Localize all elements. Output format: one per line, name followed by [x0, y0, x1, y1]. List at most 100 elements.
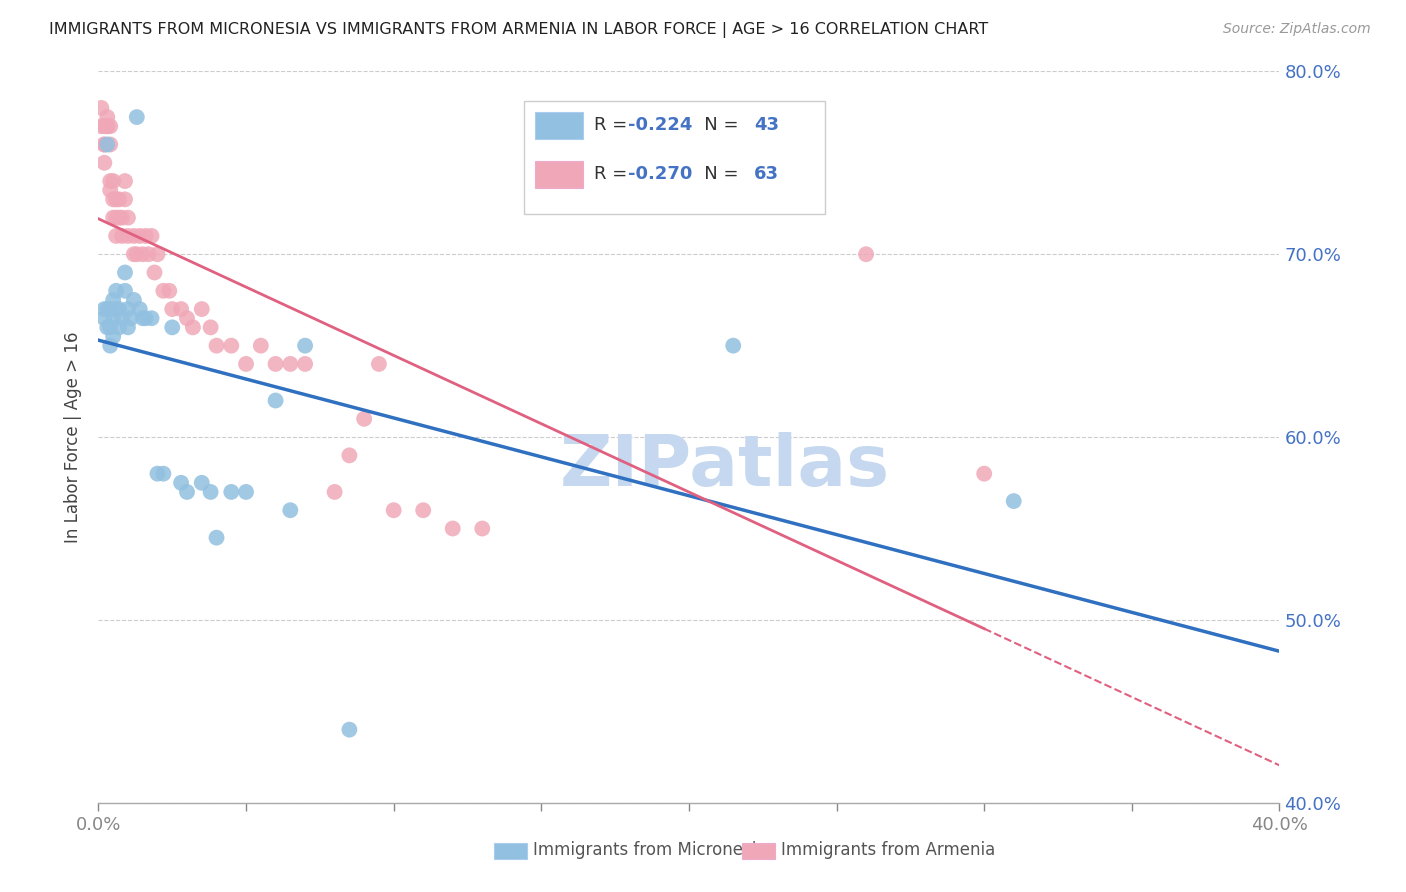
Point: [96, 301, 118, 316]
Point: [98, 174, 121, 188]
Point: [132, 311, 155, 326]
Point: [117, 320, 139, 334]
Point: [138, 247, 160, 261]
Point: [122, 247, 145, 261]
Point: [221, 485, 243, 500]
Point: [93, 301, 115, 316]
Point: [103, 293, 125, 307]
Point: [280, 503, 302, 517]
Text: 63: 63: [754, 165, 779, 183]
Point: [143, 266, 166, 280]
Point: [117, 301, 139, 316]
Point: [125, 247, 148, 261]
Point: [93, 311, 115, 326]
Point: [205, 531, 228, 545]
Point: [141, 229, 163, 244]
Text: IMMIGRANTS FROM MICRONESIA VS IMMIGRANTS FROM ARMENIA IN LABOR FORCE | AGE > 16 : IMMIGRANTS FROM MICRONESIA VS IMMIGRANTS…: [49, 22, 988, 38]
Point: [152, 467, 174, 481]
Point: [114, 266, 136, 280]
Point: [108, 301, 131, 316]
Point: [200, 485, 222, 500]
Point: [93, 137, 115, 152]
Point: [441, 521, 464, 535]
Point: [128, 301, 150, 316]
Point: [176, 311, 198, 326]
Point: [135, 311, 157, 326]
Text: Immigrants from Armenia: Immigrants from Armenia: [782, 841, 995, 859]
Point: [382, 503, 405, 517]
Point: [235, 357, 257, 371]
Text: Immigrants from Micronesia: Immigrants from Micronesia: [533, 841, 766, 859]
Point: [122, 229, 145, 244]
Point: [125, 110, 148, 124]
Point: [114, 174, 136, 188]
Point: [152, 284, 174, 298]
Text: N =: N =: [686, 165, 744, 183]
Point: [323, 485, 346, 500]
Point: [111, 229, 134, 244]
Point: [221, 338, 243, 352]
Point: [108, 192, 131, 206]
FancyBboxPatch shape: [536, 161, 582, 188]
Point: [146, 467, 169, 481]
Point: [170, 475, 193, 490]
Point: [98, 137, 121, 152]
Point: [135, 229, 157, 244]
Point: [90, 101, 112, 115]
Point: [96, 119, 118, 133]
Point: [1002, 494, 1025, 508]
Point: [141, 311, 163, 326]
Point: [200, 320, 222, 334]
FancyBboxPatch shape: [742, 843, 775, 859]
Point: [250, 338, 273, 352]
Point: [471, 521, 494, 535]
Point: [339, 723, 361, 737]
Text: -0.270: -0.270: [627, 165, 692, 183]
Point: [973, 467, 995, 481]
Point: [294, 338, 316, 352]
Point: [723, 338, 745, 352]
Point: [98, 183, 121, 197]
Point: [181, 320, 204, 334]
Text: Source: ZipAtlas.com: Source: ZipAtlas.com: [1223, 22, 1371, 37]
Point: [122, 293, 145, 307]
Point: [103, 192, 125, 206]
Point: [235, 485, 257, 500]
FancyBboxPatch shape: [536, 112, 582, 139]
Point: [117, 229, 139, 244]
Point: [176, 485, 198, 500]
Point: [855, 247, 877, 261]
Point: [96, 119, 118, 133]
Point: [132, 247, 155, 261]
Point: [105, 229, 128, 244]
Point: [294, 357, 316, 371]
Text: N =: N =: [686, 116, 744, 134]
Point: [108, 320, 131, 334]
Point: [105, 192, 128, 206]
Point: [353, 412, 375, 426]
Point: [114, 284, 136, 298]
Point: [93, 156, 115, 170]
Point: [98, 338, 121, 352]
Point: [111, 211, 134, 225]
Point: [339, 449, 361, 463]
Point: [105, 301, 128, 316]
Point: [103, 329, 125, 343]
Point: [128, 229, 150, 244]
Point: [98, 119, 121, 133]
Point: [98, 320, 121, 334]
Point: [191, 301, 214, 316]
Text: ZIPatlas: ZIPatlas: [560, 432, 890, 500]
Point: [103, 174, 125, 188]
Text: R =: R =: [595, 165, 634, 183]
Point: [264, 393, 287, 408]
Point: [162, 301, 183, 316]
Point: [170, 301, 193, 316]
Point: [368, 357, 391, 371]
Point: [146, 247, 169, 261]
Point: [117, 211, 139, 225]
Point: [93, 119, 115, 133]
Point: [162, 320, 183, 334]
Point: [105, 211, 128, 225]
Point: [103, 211, 125, 225]
